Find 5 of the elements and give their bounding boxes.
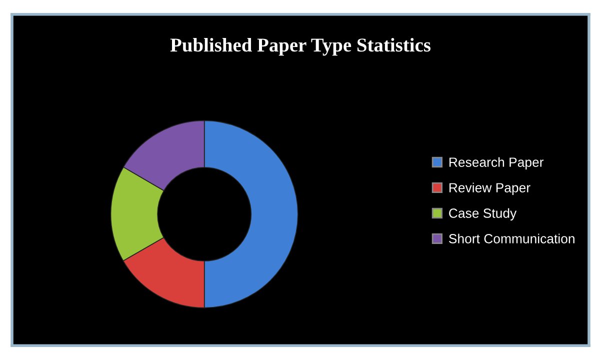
legend-label: Review Paper	[449, 182, 530, 196]
legend-label: Research Paper	[449, 157, 544, 170]
legend-label: Case Study	[449, 208, 517, 220]
chart-title: Published Paper Type Statistics	[170, 38, 430, 56]
legend-label: Short Communication	[449, 234, 574, 244]
